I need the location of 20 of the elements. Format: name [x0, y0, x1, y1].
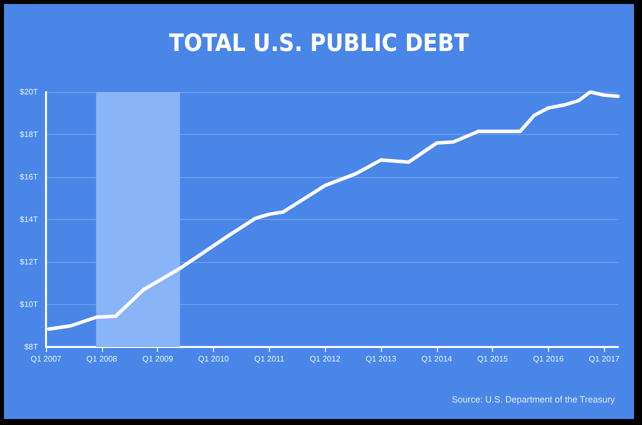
y-tick-label: $20T — [20, 88, 38, 96]
x-tick-label: Q1 2013 — [366, 354, 397, 364]
x-tick-label: Q1 2016 — [532, 354, 564, 364]
x-tick-label: Q1 2008 — [86, 354, 118, 364]
chart-title: TOTAL U.S. PUBLIC DEBT — [169, 29, 470, 57]
x-tick-label: Q1 2017 — [588, 354, 620, 364]
x-tick-label: Q1 2010 — [198, 354, 230, 364]
x-tick-label: Q1 2011 — [254, 354, 285, 364]
x-tick-label: Q1 2014 — [421, 354, 453, 364]
y-tick-label: $18T — [20, 130, 38, 139]
y-tick-label: $10T — [20, 300, 38, 309]
y-tick-label: $16T — [20, 172, 38, 182]
x-tick-label: Q1 2015 — [477, 354, 508, 364]
y-tick-label: $14T — [20, 215, 38, 224]
y-tick-label: $8T — [24, 342, 38, 352]
y-tick-label: $12T — [20, 258, 38, 266]
x-tick-label: Q1 2009 — [142, 354, 174, 364]
x-tick-label: Q1 2012 — [310, 354, 341, 364]
source-note: Source: U.S. Department of the Treasury — [452, 394, 616, 404]
x-tick-label: Q1 2007 — [30, 354, 62, 364]
